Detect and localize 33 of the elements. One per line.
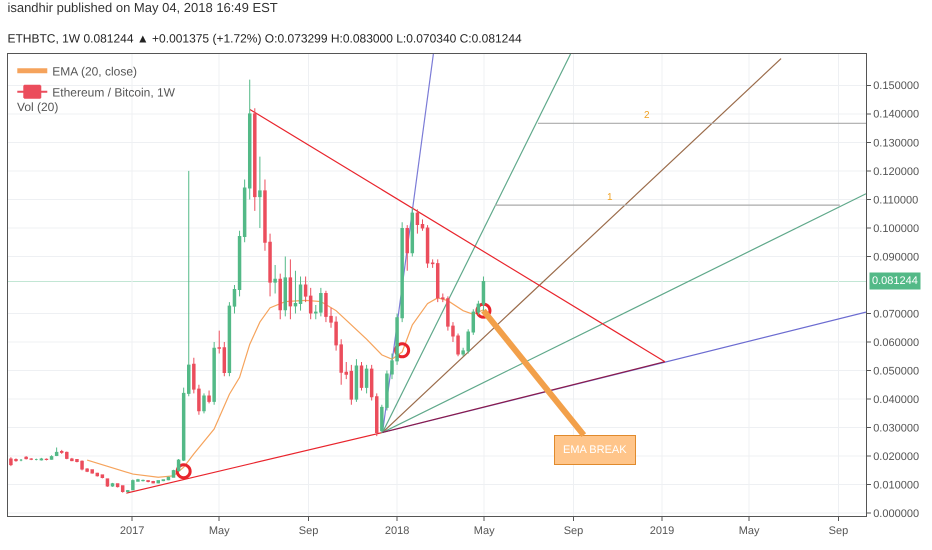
y-tick-label: 0.060000 (873, 336, 920, 349)
legend-label: EMA (20, close) (52, 64, 137, 78)
series-label: 2 (644, 110, 650, 121)
y-tick-label: 0.090000 (873, 251, 920, 264)
y-tick-label: 0.110000 (873, 194, 918, 206)
x-tick-label: 2019 (650, 525, 674, 538)
x-tick-label: Sep (564, 525, 584, 538)
annotation: EMA BREAK (563, 444, 628, 456)
y-tick-label: 0.130000 (873, 137, 920, 150)
y-tick-label: 0.140000 (873, 108, 920, 121)
x-tick-label: 2018 (384, 525, 410, 538)
y-tick-label: 0.120000 (873, 166, 920, 178)
y-tick-label: 0.070000 (873, 308, 920, 320)
y-tick-label: 0.000000 (873, 508, 920, 520)
x-tick-label: 2017 (120, 525, 144, 538)
chart-title: isandhir published on May 04, 2018 16:49 EST (7, 0, 278, 15)
series-label: 1 (607, 192, 613, 203)
x-tick-label: May (208, 525, 230, 538)
legend-label: Ethereum / Bitcoin, 1W (52, 85, 176, 100)
x-tick-label: May (474, 525, 496, 538)
x-tick-label: May (738, 525, 760, 538)
y-tick-label: 0.030000 (873, 422, 920, 434)
y-tick-label: 0.040000 (873, 394, 920, 406)
annotation: Vol (20) (17, 100, 58, 114)
y-tick-label: 0.020000 (873, 450, 920, 463)
ref-line-label: 0.081244 (872, 275, 918, 287)
x-tick-label: Sep (298, 525, 318, 538)
y-tick-label: 0.100000 (873, 222, 920, 235)
y-tick-label: 0.050000 (873, 365, 920, 378)
y-tick-label: 0.150000 (873, 80, 920, 92)
chart-subtitle: ETHBTC, 1W 0.081244 ▲ +0.001375 (+1.72%) O:0.073299 H:0.083000 L:0.070340 C:0.081244 (7, 31, 522, 46)
y-tick-label: 0.010000 (873, 479, 920, 492)
x-tick-label: Sep (828, 525, 848, 538)
